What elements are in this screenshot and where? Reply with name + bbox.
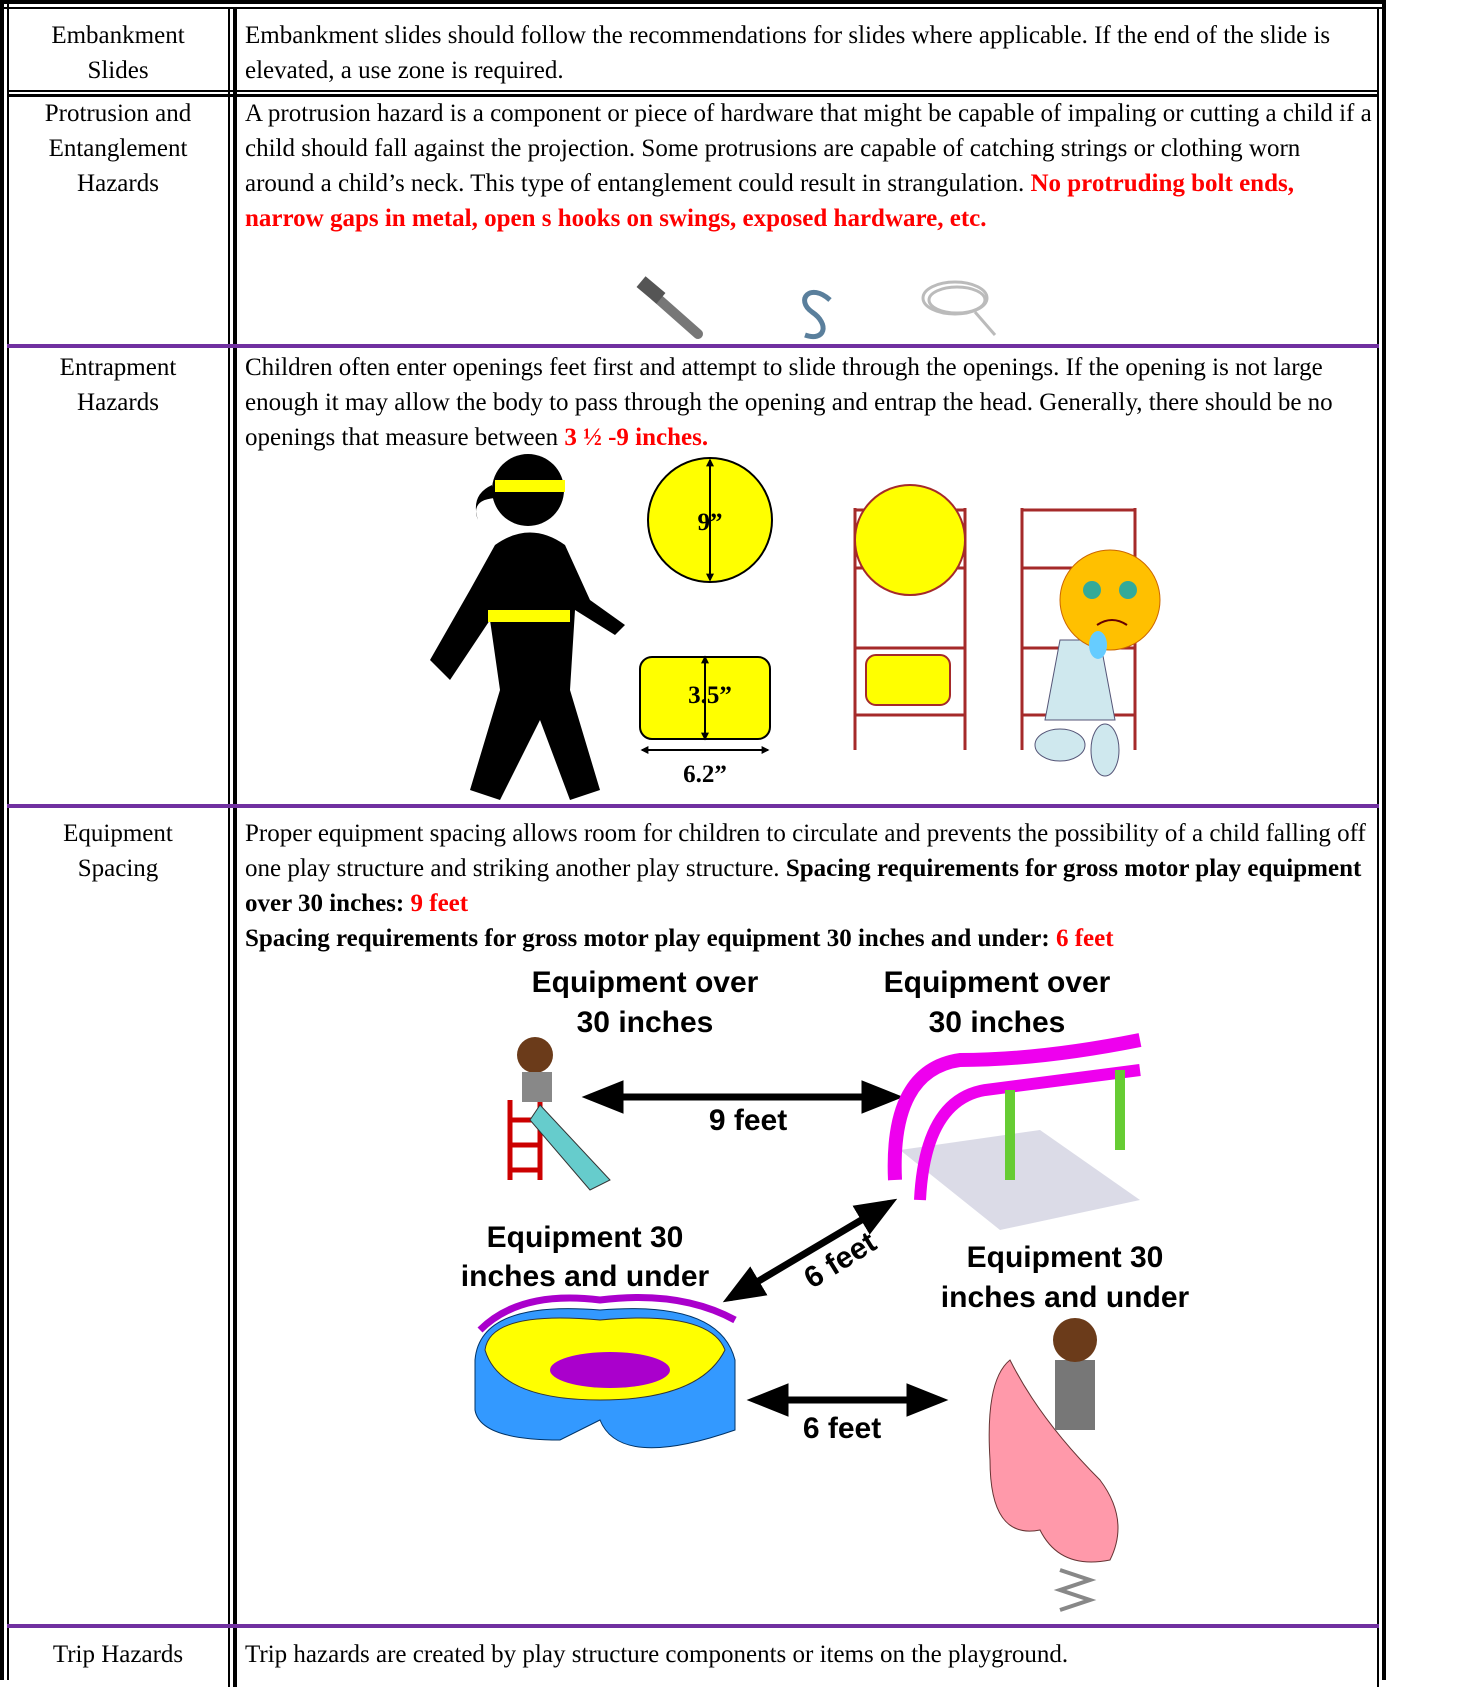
row-text: A protrusion hazard is a component or pi… (245, 96, 1375, 236)
row-divider (7, 804, 1379, 808)
figure-label: inches and under (941, 1281, 1190, 1314)
row-label: Embankment Slides (51, 22, 185, 84)
trapped-child (1034, 549, 1161, 777)
emphasis: 3 ½ -9 inches. (564, 424, 709, 451)
border (0, 0, 4, 1680)
emphasis: No protruding bolt ends, narrow gaps in … (245, 170, 1294, 232)
distance-arrow (722, 1198, 898, 1303)
row-divider (7, 344, 1379, 348)
text: A protrusion hazard is a component or pi… (245, 100, 1372, 197)
border (7, 90, 1379, 92)
border (1382, 0, 1386, 1680)
row-text: Proper equipment spacing allows room for… (245, 816, 1375, 956)
border (7, 94, 1379, 97)
border (7, 0, 9, 1680)
row-text: Embankment slides should follow the reco… (245, 18, 1375, 88)
text: Trip hazards are created by play structu… (245, 1641, 1069, 1668)
row-label: Trip Hazards (52, 1641, 184, 1668)
border (0, 7, 1386, 9)
bold-text: Spacing requirements for gross motor pla… (245, 925, 1056, 952)
wire-image (921, 280, 997, 336)
bolt-image (636, 276, 703, 339)
text: Embankment slides should follow the reco… (245, 22, 1331, 84)
border (228, 7, 230, 1687)
emphasis: 9 feet (410, 890, 469, 917)
border (233, 7, 237, 1687)
row-label: Protrusion and Entanglement Hazards (44, 100, 192, 197)
distance-label: 9 feet (709, 1104, 787, 1137)
figure-label: Equipment 30 (487, 1221, 684, 1254)
monkey-bars-image (887, 1033, 1142, 1230)
s-hook-image (802, 289, 832, 340)
bold-text: Spacing requirements for gross motor pla… (245, 855, 1362, 917)
dimension-label: 3.5” (688, 682, 732, 709)
row-text: Trip hazards are created by play structu… (245, 1637, 1375, 1672)
row-text: Children often enter openings feet first… (245, 350, 1375, 455)
row-label: Equipment Spacing (63, 820, 173, 882)
border (0, 0, 1386, 4)
distance-label: 6 feet (803, 1412, 881, 1445)
text: Children often enter openings feet first… (245, 354, 1333, 451)
figure-label: inches and under (461, 1260, 710, 1293)
text: Proper equipment spacing allows room for… (245, 820, 1366, 882)
row-divider (7, 1624, 1379, 1628)
spring-rider-image (988, 1318, 1119, 1612)
trampoline-image (474, 1294, 737, 1449)
figure-label: 30 inches (577, 1006, 714, 1039)
figure-label: 30 inches (929, 1006, 1066, 1039)
emphasis: 6 feet (1055, 925, 1114, 952)
dimension-label: 9” (698, 509, 723, 536)
row-label: Entrapment Hazards (59, 354, 177, 416)
figure-label: Equipment 30 (967, 1241, 1164, 1274)
slide-image (507, 1037, 611, 1191)
figure-label: Equipment over (532, 966, 759, 999)
figure-label: Equipment over (884, 966, 1111, 999)
head-in-opening (854, 484, 966, 596)
dimension-label: 6.2” (683, 761, 727, 788)
border (1377, 7, 1379, 1687)
body-in-opening (865, 654, 951, 706)
child-silhouette (430, 454, 625, 800)
